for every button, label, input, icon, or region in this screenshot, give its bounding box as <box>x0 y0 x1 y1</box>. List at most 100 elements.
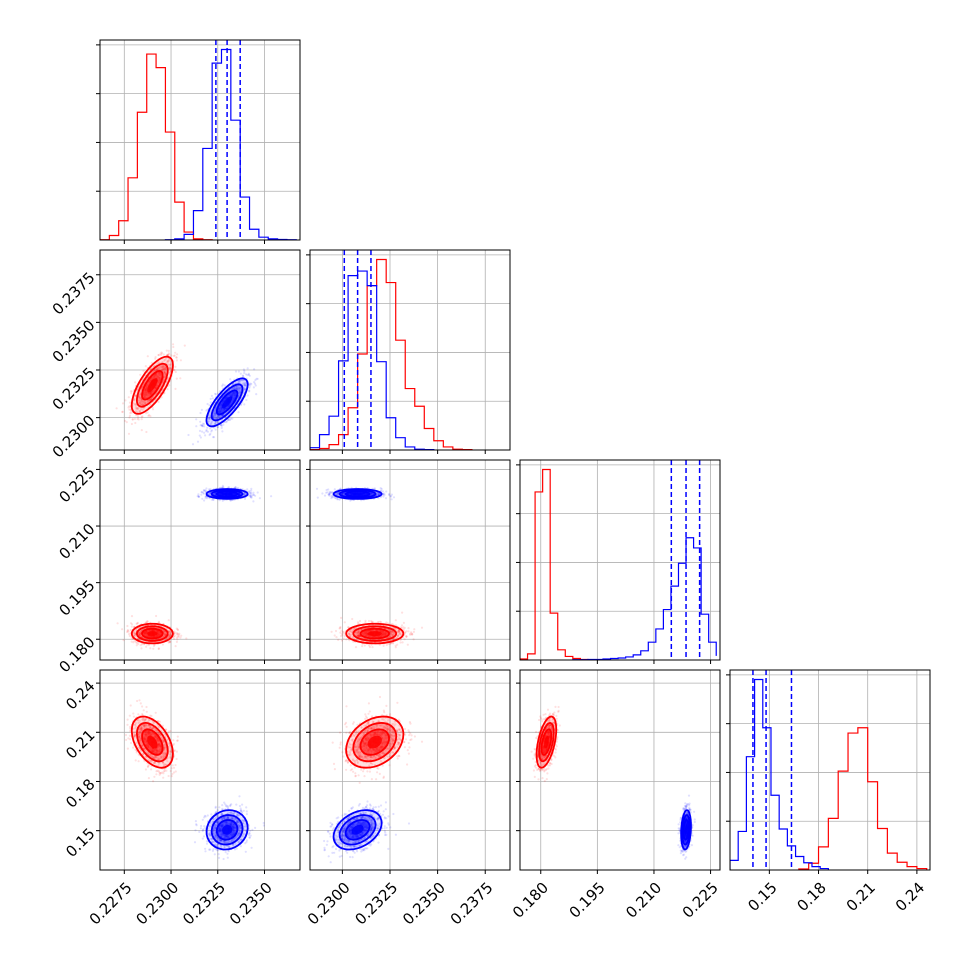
sample-point <box>167 352 170 355</box>
sample-point <box>158 377 161 380</box>
sample-point <box>128 714 131 717</box>
sample-point <box>157 749 160 752</box>
sample-point <box>239 807 242 810</box>
sample-point <box>138 738 142 741</box>
sample-point <box>131 418 134 421</box>
sample-point <box>154 748 157 751</box>
sample-point <box>143 737 146 740</box>
sample-point <box>156 368 159 371</box>
sample-point <box>144 391 147 394</box>
sample-point <box>145 645 148 648</box>
sample-point <box>140 647 143 650</box>
sample-point <box>155 635 159 638</box>
sample-point <box>210 429 214 432</box>
panel-frame <box>99 459 301 661</box>
sample-point <box>145 633 148 636</box>
sample-point <box>168 632 172 635</box>
sample-point <box>242 809 245 812</box>
sample-point <box>139 732 142 735</box>
sample-point <box>129 741 133 745</box>
sample-point <box>142 747 146 751</box>
sample-point <box>161 381 164 384</box>
sample-point <box>140 728 143 732</box>
sample-point <box>146 383 149 387</box>
sample-point <box>135 629 138 632</box>
sample-point <box>159 373 163 376</box>
sample-point <box>139 633 142 636</box>
sample-point <box>159 733 162 736</box>
sample-point <box>173 749 177 752</box>
sample-point <box>243 383 246 386</box>
sample-point <box>230 393 233 396</box>
sample-point <box>139 730 142 733</box>
sample-point <box>156 631 159 634</box>
sample-point <box>167 619 170 622</box>
sample-point <box>219 492 222 496</box>
sample-point <box>169 640 172 644</box>
sample-point <box>214 422 217 425</box>
sample-point <box>214 826 217 829</box>
sample-point <box>128 416 131 419</box>
sample-point <box>214 834 218 837</box>
sample-point <box>151 726 154 730</box>
sample-point <box>235 847 238 850</box>
sample-point <box>220 839 223 842</box>
sample-point <box>162 748 166 752</box>
sample-point <box>139 634 142 638</box>
sample-point <box>141 727 144 730</box>
sample-point <box>158 773 161 776</box>
sample-point <box>255 393 258 396</box>
sample-point <box>157 372 160 375</box>
sample-point <box>155 729 158 732</box>
sample-point <box>216 425 219 429</box>
sample-point <box>232 391 235 394</box>
sample-point <box>146 765 149 769</box>
sample-point <box>133 734 136 738</box>
sample-point <box>160 756 163 760</box>
sample-point <box>220 818 224 821</box>
sample-point <box>167 376 170 379</box>
sample-point <box>201 422 205 425</box>
sample-point <box>162 776 165 779</box>
sample-point <box>225 820 228 824</box>
sample-point <box>150 748 153 752</box>
sample-point <box>233 826 236 829</box>
sample-point <box>220 405 223 408</box>
sample-point <box>232 391 235 394</box>
sample-point <box>163 633 167 636</box>
sample-point <box>148 391 151 395</box>
sample-point <box>157 380 160 383</box>
sample-point <box>239 372 242 375</box>
sample-point <box>209 401 212 404</box>
sample-point <box>254 494 257 497</box>
sample-point <box>168 364 171 367</box>
sample-point <box>147 399 150 402</box>
sample-point <box>155 629 158 633</box>
sample-point <box>223 407 227 410</box>
sample-point <box>163 370 166 373</box>
sample-point <box>151 408 155 411</box>
sample-point <box>221 430 224 433</box>
sample-point <box>245 806 248 809</box>
sample-point <box>176 628 180 632</box>
sample-point <box>151 629 154 632</box>
sample-point <box>149 398 152 401</box>
sample-point <box>152 644 156 648</box>
sample-point <box>137 416 140 419</box>
sample-point <box>163 633 166 636</box>
sample-point <box>170 767 173 770</box>
sample-point <box>174 370 177 374</box>
sample-point <box>147 730 150 733</box>
sample-point <box>169 750 173 754</box>
sample-point <box>162 366 165 369</box>
sample-point <box>210 498 213 501</box>
sample-point <box>207 416 210 420</box>
sample-point <box>145 724 148 727</box>
sample-point <box>129 738 132 741</box>
sample-point <box>144 388 147 391</box>
sample-point <box>130 411 133 414</box>
sample-point <box>134 727 137 730</box>
sample-point <box>150 733 153 736</box>
sample-point <box>132 631 135 635</box>
sample-point <box>148 745 151 749</box>
